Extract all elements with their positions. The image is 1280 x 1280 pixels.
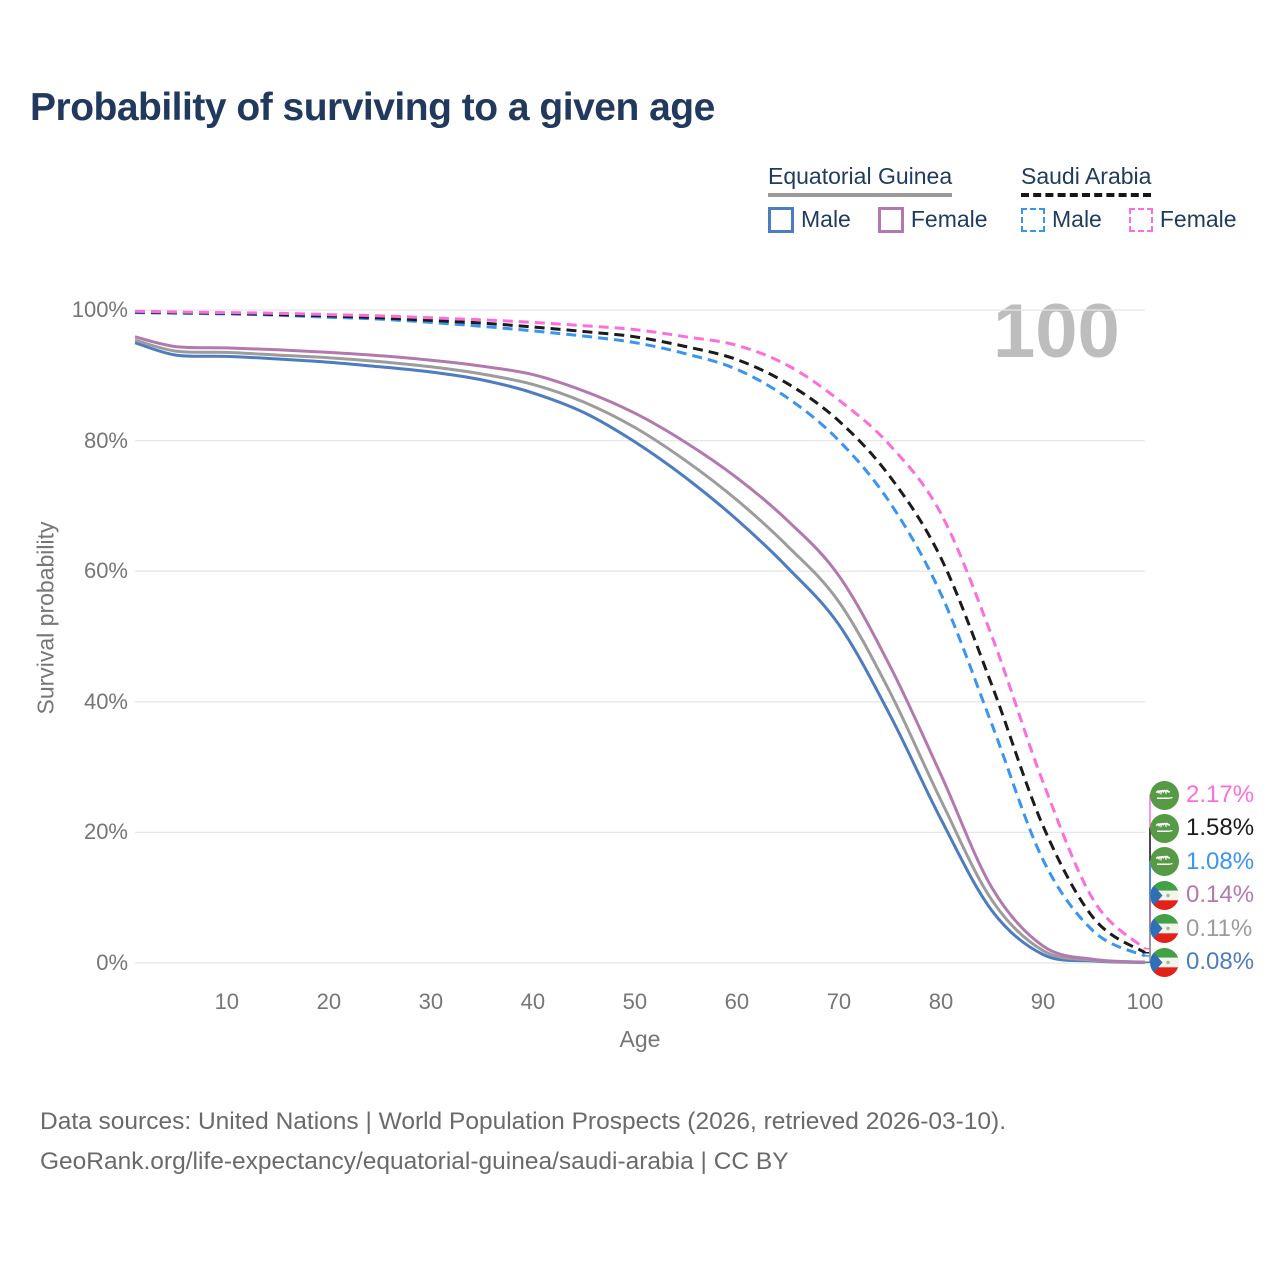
legend-label-sa-female: Female xyxy=(1159,206,1237,232)
legend-item-eq-male[interactable]: Male xyxy=(768,206,851,233)
legend-group-saudi-arabia: Saudi Arabia Male Female xyxy=(1021,163,1237,233)
series-line-sa-male xyxy=(134,311,1146,958)
series-line-gq-male xyxy=(134,341,1146,964)
y-tick-40%: 40% xyxy=(83,688,128,714)
end-label-value: 2.17% xyxy=(1186,781,1255,808)
legend-swatch-eq-male[interactable] xyxy=(768,206,794,233)
saudi-arabia-flag-icon xyxy=(1150,813,1179,843)
end-label-sa-male: 1.08% xyxy=(1150,847,1254,877)
footer-data-sources: Data sources: United Nations | World Pop… xyxy=(40,1108,1007,1135)
end-label-value: 1.58% xyxy=(1186,814,1255,842)
legend-country-saudi-arabia[interactable]: Saudi Arabia xyxy=(1021,163,1152,197)
legend-swatch-eq-female[interactable] xyxy=(877,206,904,233)
x-axis-title: Age xyxy=(619,1026,661,1052)
series-line-sa-both xyxy=(134,310,1146,954)
footer-url: GeoRank.org/life-expectancy/equatorial-g… xyxy=(40,1148,789,1175)
end-label-value: 0.08% xyxy=(1186,948,1255,975)
legend-item-sa-male[interactable]: Male xyxy=(1021,206,1102,233)
x-tick-60: 60 xyxy=(724,989,750,1014)
x-tick-40: 40 xyxy=(520,989,546,1014)
x-tick-80: 80 xyxy=(928,989,954,1014)
y-tick-80%: 80% xyxy=(83,427,128,453)
x-tick-10: 10 xyxy=(214,989,240,1014)
end-label-value: 0.14% xyxy=(1186,881,1255,909)
x-tick-20: 20 xyxy=(316,989,342,1014)
end-label-gq-both: 0.11% xyxy=(1150,914,1252,944)
watermark-100: 100 xyxy=(993,289,1120,374)
x-tick-50: 50 xyxy=(622,989,648,1014)
y-tick-60%: 60% xyxy=(83,558,128,584)
y-tick-100%: 100% xyxy=(71,297,128,322)
y-tick-0%: 0% xyxy=(96,950,128,975)
y-axis-title: Survival probability xyxy=(32,521,59,715)
x-tick-100: 100 xyxy=(1126,989,1164,1014)
legend-swatch-sa-female[interactable] xyxy=(1128,207,1153,232)
end-label-gq-male: 0.08% xyxy=(1150,947,1254,977)
series-line-sa-female xyxy=(134,309,1147,950)
equatorial-guinea-flag-icon xyxy=(1150,880,1179,910)
end-label-sa-both: 1.58% xyxy=(1150,813,1254,843)
legend-item-sa-female[interactable]: Female xyxy=(1128,206,1237,233)
legend-swatch-sa-male[interactable] xyxy=(1021,207,1045,232)
equatorial-guinea-flag-icon xyxy=(1150,914,1179,944)
x-tick-70: 70 xyxy=(826,989,852,1014)
end-label-gq-female: 0.14% xyxy=(1150,880,1254,910)
x-tick-90: 90 xyxy=(1030,989,1056,1014)
page-title: Probability of surviving to a given age xyxy=(30,86,715,129)
series-line-gq-female xyxy=(134,335,1146,964)
end-label-value: 0.11% xyxy=(1186,914,1253,942)
y-tick-20%: 20% xyxy=(83,819,128,845)
x-tick-30: 30 xyxy=(418,989,444,1014)
equatorial-guinea-flag-icon xyxy=(1150,947,1179,977)
saudi-arabia-flag-icon xyxy=(1150,780,1179,810)
series-line-gq-both xyxy=(134,338,1146,964)
end-label-sa-female: 2.17% xyxy=(1150,780,1254,810)
legend-label-sa-male: Male xyxy=(1052,206,1102,232)
legend-label-eq-male: Male xyxy=(801,206,851,232)
end-label-value: 1.08% xyxy=(1186,847,1255,875)
legend-label-eq-female: Female xyxy=(910,206,988,232)
legend-group-equatorial-guinea: Equatorial Guinea Male Female xyxy=(768,163,988,233)
legend-item-eq-female[interactable]: Female xyxy=(877,206,988,233)
legend-country-equatorial-guinea[interactable]: Equatorial Guinea xyxy=(768,163,953,197)
saudi-arabia-flag-icon xyxy=(1150,847,1179,877)
